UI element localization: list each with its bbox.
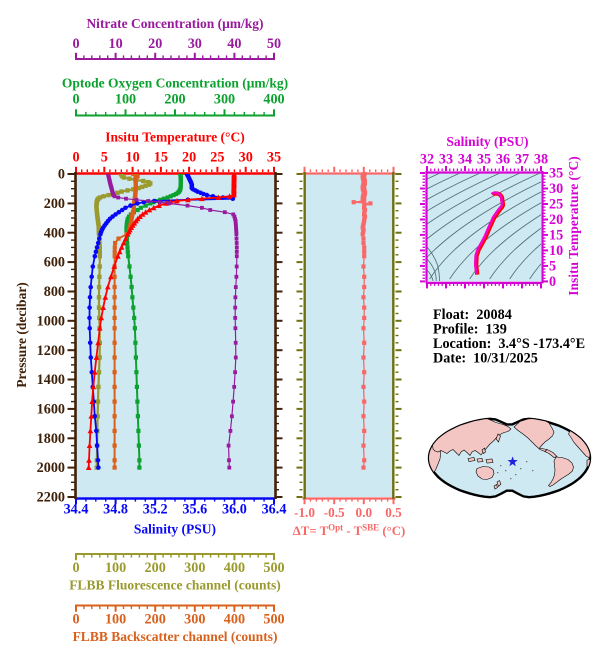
svg-text:30: 30 — [239, 150, 253, 166]
svg-text:100: 100 — [105, 612, 126, 628]
svg-text:0: 0 — [549, 274, 556, 290]
svg-text:200: 200 — [164, 92, 185, 108]
svg-text:50: 50 — [267, 36, 281, 52]
svg-text:0: 0 — [72, 560, 79, 576]
svg-text:1000: 1000 — [37, 313, 65, 329]
svg-text:30: 30 — [549, 181, 563, 197]
svg-text:0.0: 0.0 — [356, 505, 373, 520]
svg-text:800: 800 — [44, 284, 65, 300]
svg-text:0.5: 0.5 — [385, 505, 402, 520]
svg-text:20: 20 — [182, 150, 196, 166]
svg-text:300: 300 — [184, 612, 205, 628]
svg-text:5: 5 — [101, 150, 108, 166]
svg-text:Pressure (decibar): Pressure (decibar) — [14, 282, 29, 388]
svg-text:25: 25 — [549, 197, 563, 213]
svg-text:35: 35 — [267, 150, 281, 166]
svg-text:35: 35 — [549, 166, 563, 182]
svg-text:400: 400 — [44, 225, 65, 241]
svg-text:10: 10 — [126, 150, 140, 166]
svg-text:15: 15 — [154, 150, 168, 166]
svg-text:35.6: 35.6 — [182, 502, 207, 518]
svg-text:-0.5: -0.5 — [324, 505, 345, 520]
svg-text:0: 0 — [72, 150, 79, 166]
svg-text:200: 200 — [145, 612, 166, 628]
svg-text:33: 33 — [439, 151, 453, 167]
svg-text:Float: 20084: Float: 20084 — [433, 307, 512, 323]
svg-text:10: 10 — [109, 36, 123, 52]
svg-text:FLBB Backscatter channel (coun: FLBB Backscatter channel (counts) — [73, 629, 278, 644]
svg-text:1200: 1200 — [37, 343, 65, 359]
svg-text:500: 500 — [263, 560, 284, 576]
svg-text:Location: 3.4°S -173.4°E: Location: 3.4°S -173.4°E — [433, 336, 585, 352]
svg-text:35: 35 — [477, 151, 491, 167]
svg-text:34: 34 — [458, 151, 472, 167]
svg-text:300: 300 — [184, 560, 205, 576]
svg-text:20: 20 — [148, 36, 162, 52]
svg-text:32: 32 — [420, 151, 434, 167]
svg-text:10: 10 — [549, 243, 563, 259]
svg-text:-1.0: -1.0 — [294, 505, 315, 520]
svg-text:200: 200 — [44, 196, 65, 212]
svg-text:200: 200 — [145, 560, 166, 576]
svg-text:Nitrate Concentration (μm/kg): Nitrate Concentration (μm/kg) — [86, 16, 263, 31]
svg-text:20: 20 — [549, 212, 563, 228]
svg-text:Date: 10/31/2025: Date: 10/31/2025 — [433, 351, 538, 367]
svg-text:15: 15 — [549, 228, 563, 244]
svg-text:400: 400 — [224, 560, 245, 576]
svg-text:36.4: 36.4 — [262, 502, 287, 518]
svg-text:Insitu Temperature (°C): Insitu Temperature (°C) — [566, 156, 581, 295]
svg-text:36: 36 — [496, 151, 510, 167]
svg-text:500: 500 — [263, 612, 284, 628]
svg-text:100: 100 — [105, 560, 126, 576]
svg-text:100: 100 — [115, 92, 136, 108]
svg-text:Insitu Temperature (°C): Insitu Temperature (°C) — [105, 130, 244, 145]
svg-text:Profile: 139: Profile: 139 — [433, 322, 507, 338]
svg-text:34.4: 34.4 — [64, 502, 89, 518]
svg-text:0: 0 — [72, 612, 79, 628]
svg-text:37: 37 — [515, 151, 529, 167]
svg-text:38: 38 — [534, 151, 548, 167]
svg-text:25: 25 — [210, 150, 224, 166]
svg-text:300: 300 — [214, 92, 235, 108]
svg-text:1800: 1800 — [37, 431, 65, 447]
svg-text:400: 400 — [224, 612, 245, 628]
svg-text:5: 5 — [549, 259, 556, 275]
svg-text:30: 30 — [188, 36, 202, 52]
svg-text:35.2: 35.2 — [143, 502, 168, 518]
svg-text:1400: 1400 — [37, 372, 65, 388]
svg-text:0: 0 — [72, 36, 79, 52]
svg-text:Salinity (PSU): Salinity (PSU) — [446, 134, 528, 149]
svg-text:600: 600 — [44, 255, 65, 271]
svg-text:ΔT= TOpt - TSBE (°C): ΔT= TOpt - TSBE (°C) — [293, 523, 405, 539]
svg-text:FLBB Fluorescence channel (cou: FLBB Fluorescence channel (counts) — [69, 578, 281, 593]
svg-text:Salinity (PSU): Salinity (PSU) — [134, 522, 216, 537]
svg-text:0: 0 — [72, 92, 79, 108]
svg-text:1600: 1600 — [37, 402, 65, 418]
svg-text:34.8: 34.8 — [103, 502, 128, 518]
svg-text:40: 40 — [227, 36, 241, 52]
svg-text:36.0: 36.0 — [222, 502, 247, 518]
svg-text:400: 400 — [263, 92, 284, 108]
svg-text:2200: 2200 — [37, 490, 65, 506]
svg-text:Optode Oxygen Concentration (μ: Optode Oxygen Concentration (μm/kg) — [62, 76, 288, 91]
svg-text:0: 0 — [58, 167, 65, 183]
svg-text:2000: 2000 — [37, 460, 65, 476]
